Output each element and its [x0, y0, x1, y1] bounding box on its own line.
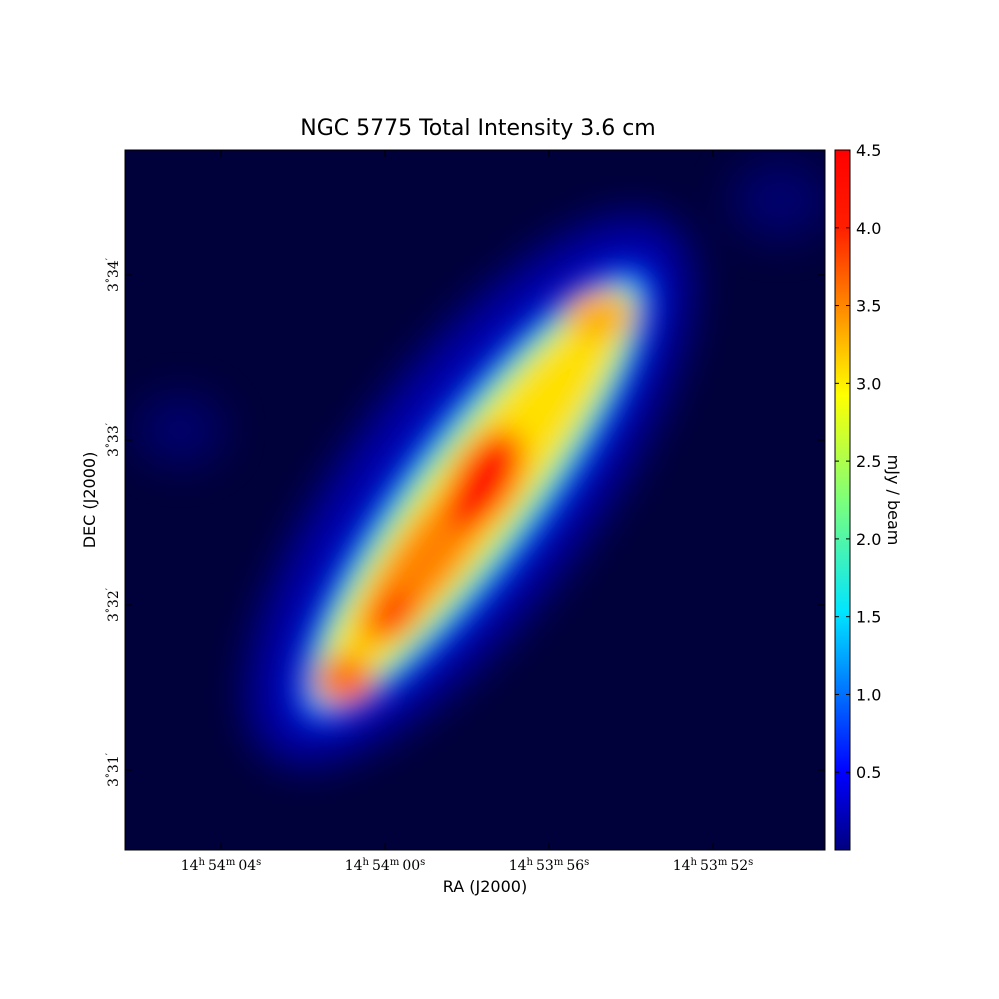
- unit: m: [554, 857, 564, 868]
- number: 00: [402, 858, 420, 874]
- unit: ′: [105, 257, 116, 260]
- x-tick-label: 14h 54m 00s: [345, 857, 426, 875]
- chart-title: NGC 5775 Total Intensity 3.6 cm: [300, 116, 655, 141]
- number: 04: [238, 858, 256, 874]
- unit: s: [256, 857, 261, 868]
- number: 3: [106, 613, 122, 622]
- colorbar: [834, 149, 851, 851]
- unit: h: [527, 857, 534, 868]
- unit: °: [105, 443, 116, 448]
- unit: m: [718, 857, 728, 868]
- y-axis-label: DEC (J2000): [80, 452, 99, 549]
- colorbar-tick-label: 1.0: [856, 685, 881, 704]
- colorbar-tick-label: 2.5: [856, 452, 881, 471]
- plot-frame: [124, 149, 826, 851]
- unit: s: [748, 857, 753, 868]
- number: 31: [106, 755, 122, 773]
- colorbar-tick-label: 4.5: [856, 141, 881, 160]
- unit: ′: [105, 422, 116, 425]
- unit: °: [105, 773, 116, 778]
- number: 32: [106, 590, 122, 608]
- number: 3: [106, 448, 122, 457]
- colorbar-tick-label: 4.0: [856, 219, 881, 238]
- y-tick-label: 3°33′: [105, 422, 123, 457]
- unit: s: [584, 857, 589, 868]
- unit: ′: [105, 587, 116, 590]
- image: [125, 150, 825, 850]
- x-tick-label: 14h 53m 56s: [509, 857, 590, 875]
- number: 14: [181, 858, 199, 874]
- unit: ′: [105, 752, 116, 755]
- unit: s: [420, 857, 425, 868]
- y-tick-label: 3°31′: [105, 752, 123, 787]
- unit: m: [390, 857, 400, 868]
- y-tick-label: 3°32′: [105, 587, 123, 622]
- number: 54: [208, 858, 226, 874]
- colorbar-tick-label: 1.5: [856, 608, 881, 627]
- unit: h: [691, 857, 698, 868]
- unit: h: [199, 857, 206, 868]
- number: 53: [536, 858, 554, 874]
- colorbar-tick-label: 0.5: [856, 763, 881, 782]
- x-tick-label: 14h 53m 52s: [673, 857, 754, 875]
- colorbar-tick-label: 2.0: [856, 530, 881, 549]
- unit: °: [105, 608, 116, 613]
- number: 3: [106, 778, 122, 787]
- colorbar-tick-label: 3.5: [856, 297, 881, 316]
- number: 56: [566, 858, 584, 874]
- number: 52: [730, 858, 748, 874]
- y-tick-label: 3°34′: [105, 257, 123, 292]
- x-tick-label: 14h 54m 04s: [181, 857, 262, 875]
- unit: h: [363, 857, 370, 868]
- unit: °: [105, 278, 116, 283]
- number: 34: [106, 260, 122, 278]
- number: 14: [509, 858, 527, 874]
- colorbar-tick-label: 3.0: [856, 374, 881, 393]
- x-axis-label: RA (J2000): [443, 877, 527, 896]
- number: 14: [673, 858, 691, 874]
- colorbar-label: mJy / beam: [884, 455, 903, 546]
- number: 14: [345, 858, 363, 874]
- unit: m: [226, 857, 236, 868]
- number: 3: [106, 283, 122, 292]
- number: 54: [372, 858, 390, 874]
- number: 53: [700, 858, 718, 874]
- number: 33: [106, 425, 122, 443]
